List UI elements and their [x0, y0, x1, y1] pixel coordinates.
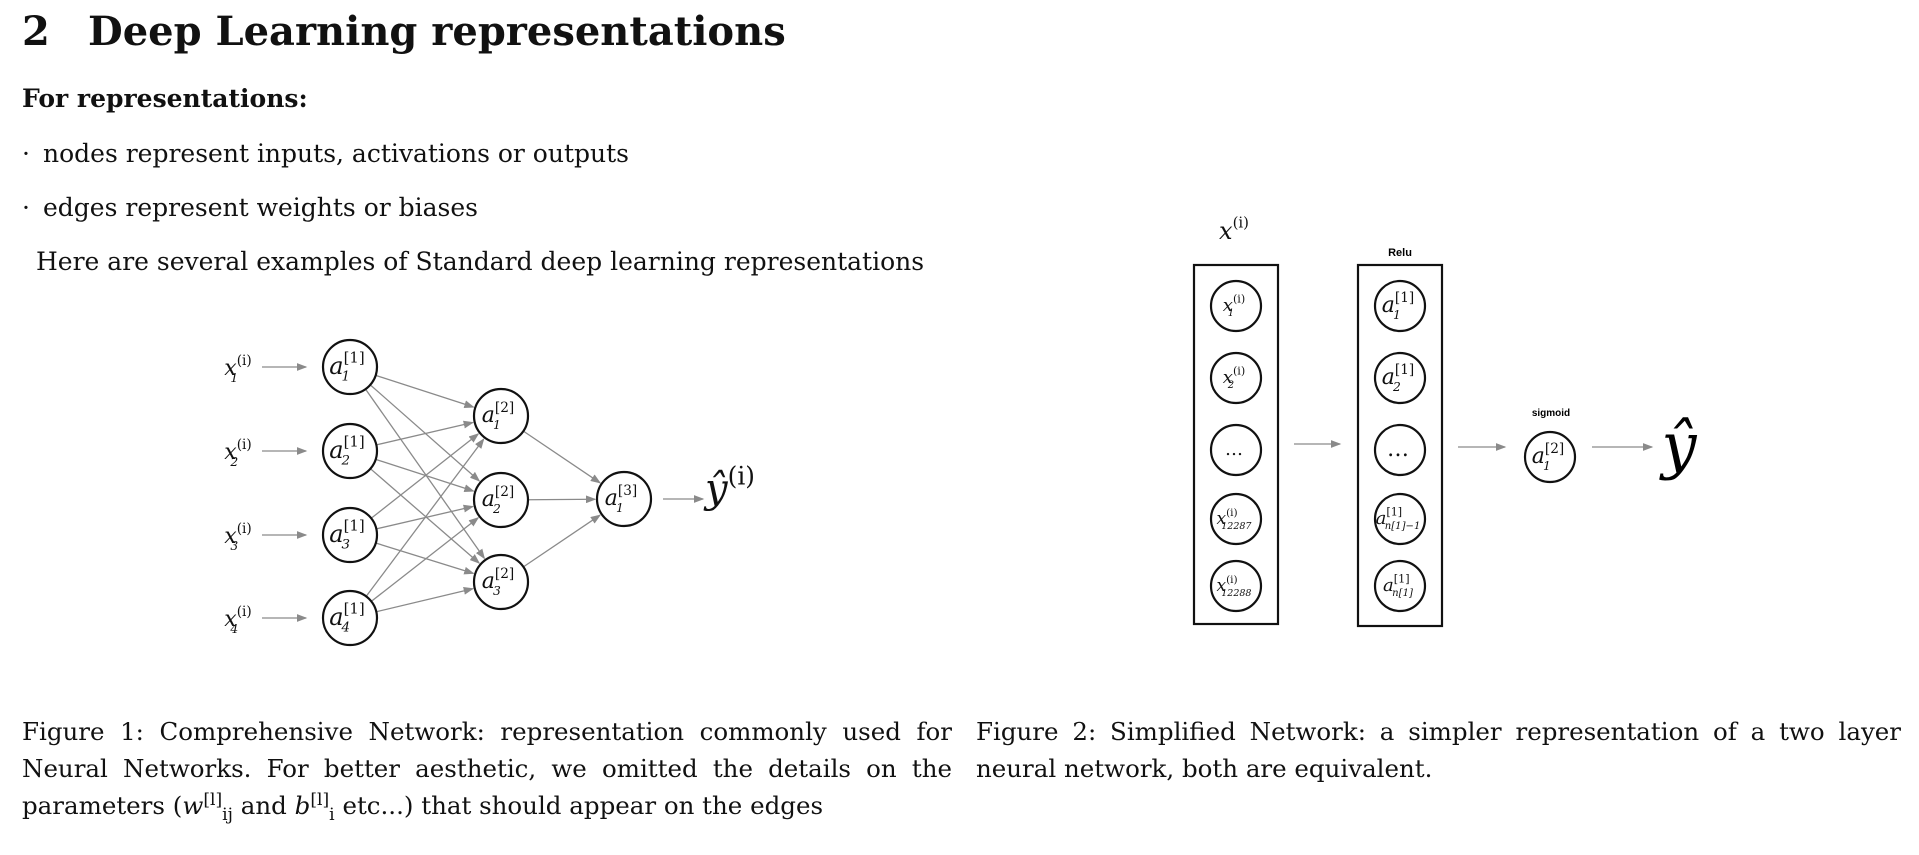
- output-edge: [523, 514, 602, 568]
- hidden-edge: [370, 433, 480, 519]
- hidden-node: [1373, 279, 1427, 333]
- bullet-item: · edges represent weights or biases: [22, 193, 478, 222]
- hidden-edge: [365, 438, 485, 597]
- layer2-node: [472, 471, 530, 529]
- caption-1-b-sup: [l]: [310, 789, 330, 810]
- layer2-label: a[2] 1: [482, 400, 514, 432]
- input-node-label: x(i) 12288: [1216, 574, 1251, 598]
- hidden-layer-box: [1356, 263, 1444, 628]
- layer3-node: [595, 470, 653, 528]
- input-node-label: x(i) 2: [1223, 365, 1245, 392]
- input-node-label: x(i) 1: [1223, 293, 1245, 320]
- layer1-label: a[1] 2: [329, 432, 364, 468]
- hidden-node: [1373, 559, 1427, 613]
- layer3-label: a[3] 1: [605, 483, 637, 515]
- caption-1-suffix: etc...) that should appear on the edges: [334, 791, 824, 820]
- figure-1-diagram: x(i) 1 x(i) 2 x(i) 3 x(i) 4 a[1] 1 a[1] 2 a[1] 3 a[1] 4…: [224, 338, 755, 647]
- input-label: x(i) 4: [224, 604, 251, 636]
- hidden-node-label: a[1] 2: [1382, 362, 1414, 394]
- section-title: Deep Learning representations: [88, 8, 786, 55]
- layer2-label: a[2] 2: [482, 484, 514, 516]
- input-node: [1209, 423, 1263, 477]
- figure-2-diagram: x(i) Relu x(i) 1 x(i) 2 … x(i) 12287 x(i) 12288 a[1…: [1192, 213, 1697, 628]
- hidden-edge: [375, 542, 475, 575]
- final-y-hat: ŷ: [1658, 409, 1697, 482]
- hidden-edge: [364, 388, 486, 560]
- output-y-hat: ŷ(i): [703, 461, 755, 512]
- figures-canvas: x(i) 1 x(i) 2 x(i) 3 x(i) 4 a[1] 1 a[1] 2 a[1] 3 a[1] 4…: [224, 213, 1697, 647]
- hidden-node: [1373, 423, 1427, 477]
- hidden-edge: [369, 468, 481, 564]
- figure-2-caption: Figure 2: Simplified Network: a simpler …: [976, 717, 1901, 783]
- input-label: x(i) 1: [224, 353, 251, 385]
- layer1-node: [321, 506, 379, 564]
- layer2-node: [472, 387, 530, 445]
- hidden-node-label: a[1] n[1]−1: [1376, 506, 1421, 533]
- input-layer-box: [1192, 263, 1280, 626]
- hidden-edge: [375, 458, 475, 492]
- output-node: [1523, 430, 1577, 484]
- caption-1-b: b: [294, 791, 311, 820]
- input-node: [1209, 559, 1263, 613]
- layer1-node: [321, 422, 379, 480]
- input-node: [1209, 492, 1263, 546]
- hidden-edge: [370, 517, 480, 602]
- caption-1-prefix: Figure 1: Comprehensive Network: represe…: [22, 717, 952, 820]
- input-node-label: x(i) 12287: [1216, 507, 1252, 531]
- layer1-node: [321, 338, 379, 396]
- input-label: x(i) 2: [224, 437, 251, 469]
- bullet-marker: ·: [22, 139, 30, 168]
- caption-1-w-sub: ij: [222, 804, 233, 825]
- sub-heading: For representations:: [22, 84, 308, 113]
- layer1-label: a[1] 4: [329, 599, 364, 635]
- intro-paragraph: Here are several examples of Standard de…: [36, 247, 925, 276]
- caption-1-w: w: [182, 791, 204, 820]
- output-edge: [523, 430, 602, 484]
- sigmoid-label: sigmoid: [1532, 408, 1570, 419]
- layer1-label: a[1] 1: [329, 348, 364, 384]
- bullet-marker: ·: [22, 193, 30, 222]
- layer1-label: a[1] 3: [329, 516, 364, 552]
- caption-1-b-sub: i: [329, 804, 335, 825]
- bullet-text: nodes represent inputs, activations or o…: [43, 139, 629, 168]
- hidden-edge: [375, 374, 475, 408]
- hidden-node: [1373, 351, 1427, 405]
- figure-1-caption: Figure 1: Comprehensive Network: represe…: [22, 713, 952, 824]
- hidden-node-label: a[1] 1: [1382, 290, 1414, 322]
- layer2-node: [472, 553, 530, 611]
- input-label: x(i) 3: [224, 521, 251, 553]
- input-layer-label: x(i): [1219, 213, 1249, 244]
- input-node-label: …: [1225, 439, 1243, 460]
- layer1-node: [321, 589, 379, 647]
- layer2-label: a[2] 3: [482, 566, 514, 598]
- bullet-item: · nodes represent inputs, activations or …: [22, 139, 629, 168]
- input-node: [1209, 279, 1263, 333]
- hidden-node: [1373, 492, 1427, 546]
- input-node: [1209, 351, 1263, 405]
- output-edge: [527, 495, 597, 504]
- caption-1-middle: and: [232, 791, 295, 820]
- hidden-edge: [369, 384, 481, 482]
- hidden-node-label: …: [1387, 437, 1409, 462]
- output-node-label: a[2] 1: [1532, 441, 1564, 473]
- relu-label: Relu: [1388, 247, 1412, 259]
- section-number: 2: [22, 8, 50, 55]
- section-heading: 2 Deep Learning representations: [22, 8, 786, 55]
- hidden-edge: [376, 420, 475, 446]
- hidden-node-label: a[1] n[1]: [1383, 573, 1413, 600]
- caption-1-w-sup: [l]: [203, 789, 223, 810]
- bullet-text: edges represent weights or biases: [43, 193, 479, 222]
- hidden-edge: [376, 587, 475, 613]
